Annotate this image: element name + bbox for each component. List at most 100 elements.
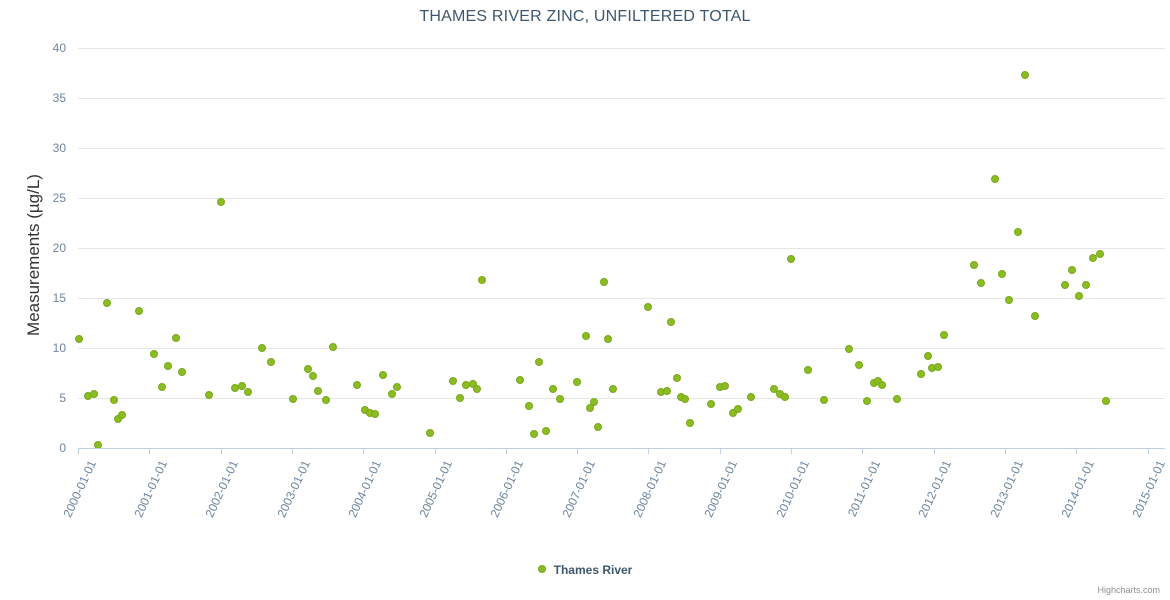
scatter-point[interactable]	[600, 278, 609, 286]
chart-legend[interactable]: Thames River	[0, 562, 1170, 577]
scatter-point[interactable]	[862, 397, 871, 405]
scatter-point[interactable]	[149, 350, 158, 358]
gridline-y-5	[78, 398, 1165, 399]
plot-area[interactable]	[75, 48, 1165, 449]
scatter-point[interactable]	[594, 423, 603, 431]
scatter-point[interactable]	[205, 391, 214, 399]
scatter-point[interactable]	[370, 410, 379, 418]
scatter-point[interactable]	[662, 387, 671, 395]
scatter-point[interactable]	[473, 385, 482, 393]
scatter-point[interactable]	[728, 409, 737, 417]
scatter-point[interactable]	[449, 377, 458, 385]
scatter-point[interactable]	[781, 393, 790, 401]
scatter-point[interactable]	[878, 381, 887, 389]
scatter-point[interactable]	[135, 307, 144, 315]
scatter-point[interactable]	[469, 380, 477, 388]
scatter-point[interactable]	[1067, 266, 1076, 274]
scatter-point[interactable]	[667, 318, 676, 326]
scatter-point[interactable]	[969, 261, 978, 269]
scatter-point[interactable]	[1096, 250, 1105, 258]
scatter-point[interactable]	[75, 335, 84, 343]
scatter-point[interactable]	[644, 303, 653, 311]
scatter-point[interactable]	[721, 382, 730, 390]
scatter-point[interactable]	[1075, 292, 1084, 300]
scatter-point[interactable]	[747, 393, 756, 401]
scatter-point[interactable]	[845, 345, 854, 353]
scatter-point[interactable]	[998, 270, 1007, 278]
scatter-point[interactable]	[1030, 312, 1039, 320]
scatter-point[interactable]	[530, 430, 539, 438]
scatter-point[interactable]	[1013, 228, 1022, 236]
scatter-point[interactable]	[608, 385, 617, 393]
scatter-point[interactable]	[216, 198, 225, 206]
scatter-point[interactable]	[237, 382, 246, 390]
scatter-point[interactable]	[329, 343, 338, 351]
scatter-point[interactable]	[353, 381, 362, 389]
x-tick-label: 2004-01-01	[345, 458, 384, 520]
scatter-point[interactable]	[426, 429, 435, 437]
gridline-y-25	[78, 198, 1165, 199]
scatter-point[interactable]	[734, 405, 743, 413]
scatter-point[interactable]	[672, 374, 681, 382]
scatter-point[interactable]	[163, 362, 172, 370]
scatter-point[interactable]	[892, 395, 901, 403]
scatter-point[interactable]	[257, 344, 266, 352]
scatter-point[interactable]	[585, 404, 594, 412]
x-tick-label: 2012-01-01	[915, 458, 955, 520]
scatter-point[interactable]	[1020, 71, 1029, 79]
scatter-point[interactable]	[681, 395, 690, 403]
scatter-point[interactable]	[581, 332, 590, 340]
scatter-point[interactable]	[707, 400, 716, 408]
scatter-point[interactable]	[787, 255, 795, 263]
scatter-point[interactable]	[322, 396, 331, 404]
x-tick-label: 2014-01-01	[1058, 458, 1097, 520]
scatter-point[interactable]	[990, 175, 999, 183]
scatter-point[interactable]	[387, 390, 396, 398]
legend-item-thames-river[interactable]: Thames River	[537, 562, 632, 577]
scatter-point[interactable]	[819, 396, 828, 404]
scatter-point[interactable]	[266, 358, 275, 366]
scatter-point[interactable]	[524, 402, 533, 410]
scatter-point[interactable]	[923, 352, 932, 360]
scatter-point[interactable]	[109, 396, 118, 404]
scatter-point[interactable]	[590, 398, 599, 406]
scatter-point[interactable]	[1102, 397, 1111, 405]
scatter-point[interactable]	[976, 279, 985, 287]
scatter-point[interactable]	[555, 395, 564, 403]
x-tick-label: 2008-01-01	[630, 458, 670, 520]
scatter-point[interactable]	[309, 372, 318, 380]
scatter-point[interactable]	[158, 383, 167, 391]
scatter-point[interactable]	[89, 390, 98, 398]
scatter-point[interactable]	[804, 366, 813, 374]
scatter-point[interactable]	[541, 427, 550, 435]
scatter-point[interactable]	[102, 299, 111, 307]
scatter-point[interactable]	[573, 378, 582, 386]
scatter-point[interactable]	[477, 276, 486, 284]
scatter-point[interactable]	[855, 361, 864, 369]
scatter-point[interactable]	[939, 331, 948, 339]
scatter-point[interactable]	[313, 387, 322, 395]
scatter-point[interactable]	[456, 394, 465, 402]
scatter-point[interactable]	[289, 395, 298, 403]
scatter-point[interactable]	[393, 383, 402, 391]
scatter-point[interactable]	[118, 411, 127, 419]
scatter-point[interactable]	[685, 419, 694, 427]
scatter-point[interactable]	[1005, 296, 1014, 304]
scatter-point[interactable]	[548, 385, 557, 393]
scatter-point[interactable]	[178, 368, 187, 376]
scatter-point[interactable]	[172, 334, 181, 342]
scatter-point[interactable]	[243, 388, 252, 396]
scatter-point[interactable]	[113, 415, 122, 423]
scatter-point[interactable]	[1089, 254, 1098, 262]
scatter-point[interactable]	[379, 371, 388, 379]
scatter-point[interactable]	[769, 385, 778, 393]
scatter-point[interactable]	[1060, 281, 1069, 289]
scatter-point[interactable]	[933, 363, 942, 371]
scatter-point[interactable]	[516, 376, 525, 384]
scatter-point[interactable]	[916, 370, 925, 378]
scatter-point[interactable]	[303, 365, 312, 373]
highcharts-credits[interactable]: Highcharts.com	[1097, 585, 1160, 595]
scatter-point[interactable]	[604, 335, 613, 343]
scatter-point[interactable]	[534, 358, 543, 366]
scatter-point[interactable]	[1082, 281, 1091, 289]
